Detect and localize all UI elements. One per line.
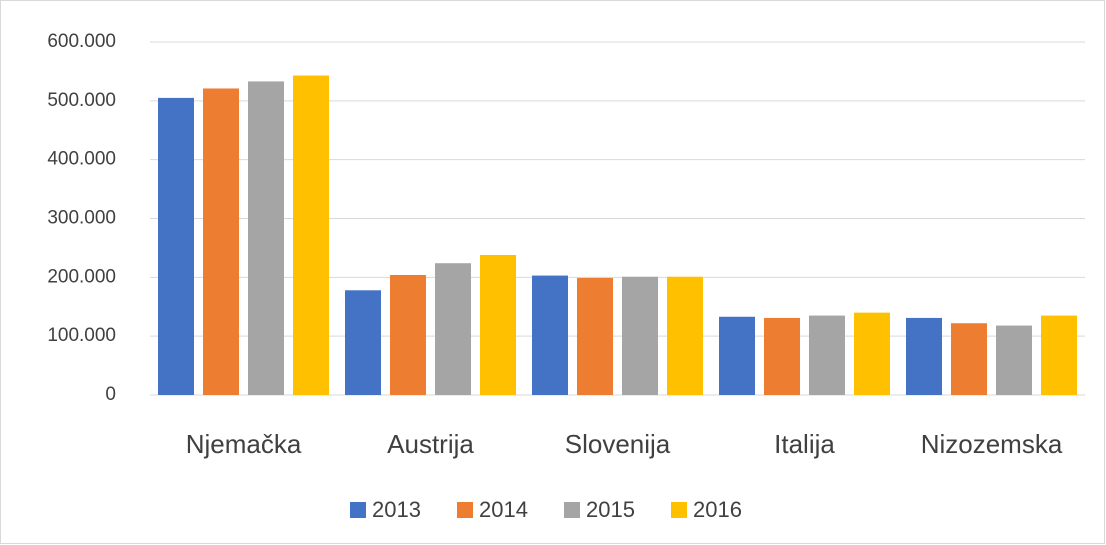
bar [667, 276, 703, 395]
bar [158, 97, 194, 396]
legend-swatch [564, 502, 580, 518]
bar [996, 325, 1032, 395]
y-tick-label: 600.000 [47, 31, 116, 52]
legend-swatch [350, 502, 366, 518]
bar [809, 315, 845, 395]
bar [248, 81, 284, 395]
bar [293, 75, 329, 395]
bar [764, 317, 800, 395]
bar [577, 277, 613, 395]
legend-label: 2013 [372, 497, 421, 522]
x-tick-label: Italija [774, 429, 835, 459]
legend-label: 2016 [693, 497, 742, 522]
y-tick-label: 500.000 [47, 90, 116, 111]
bar [906, 317, 942, 395]
bar [435, 263, 471, 395]
y-tick-label: 100.000 [47, 325, 116, 346]
bar [480, 254, 516, 395]
bar [951, 323, 987, 395]
x-tick-label: Slovenija [565, 429, 671, 459]
bar [1041, 315, 1077, 395]
legend-swatch [671, 502, 687, 518]
bar [719, 316, 755, 395]
x-tick-label: Njemačka [186, 429, 302, 459]
legend-label: 2014 [479, 497, 528, 522]
bar [854, 312, 890, 395]
bar [532, 275, 568, 395]
bar [390, 274, 426, 395]
y-tick-label: 400.000 [47, 149, 116, 170]
legend-label: 2015 [586, 497, 635, 522]
x-tick-label: Austrija [387, 429, 474, 459]
y-tick-label: 200.000 [47, 266, 116, 287]
bar [622, 276, 658, 395]
bar [345, 290, 381, 395]
bar [203, 88, 239, 395]
legend-swatch [457, 502, 473, 518]
y-tick-label: 300.000 [47, 208, 116, 229]
y-tick-label: 0 [105, 384, 116, 405]
x-tick-label: Nizozemska [921, 429, 1063, 459]
